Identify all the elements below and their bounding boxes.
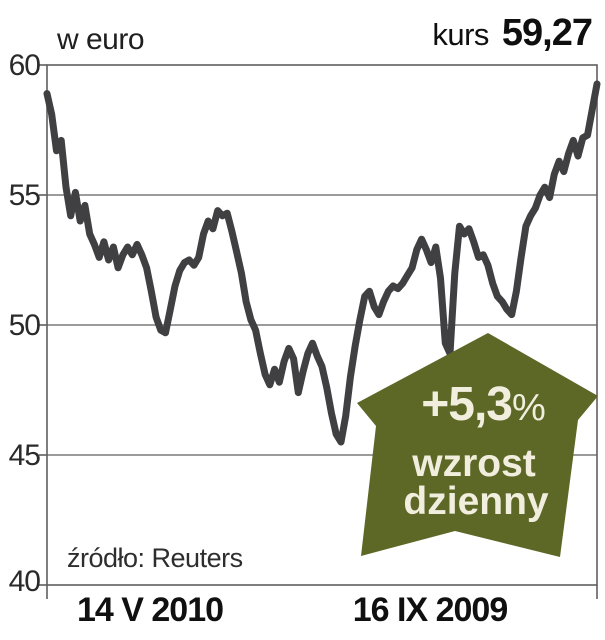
badge-line1: wzrost: [412, 442, 536, 485]
x-axis-ticks: [46, 585, 598, 599]
up-arrow-badge: [357, 333, 598, 557]
badge-line2: dzienny: [403, 480, 549, 523]
percent-sign: %: [511, 387, 546, 429]
source-credit: źródło: Reuters: [67, 543, 243, 573]
x-label-left: 14 V 2010: [76, 591, 224, 629]
badge-change-value: +5,3%: [421, 378, 546, 431]
y-tick-40: 40: [8, 565, 41, 598]
badge-change-number: +5,3: [421, 378, 513, 431]
y-tick-55: 55: [8, 179, 41, 212]
kurs-label: kurs: [432, 17, 489, 52]
kurs-value: 59,27: [501, 12, 593, 54]
price-line: [43, 80, 601, 446]
y-axis-ticks: [39, 64, 47, 586]
unit-label: w euro: [57, 23, 145, 56]
current-price: kurs 59,27: [432, 12, 593, 55]
y-tick-45: 45: [8, 439, 41, 472]
x-label-right: 16 IX 2009: [352, 591, 508, 629]
y-tick-60: 60: [8, 49, 41, 82]
y-tick-50: 50: [8, 309, 41, 342]
